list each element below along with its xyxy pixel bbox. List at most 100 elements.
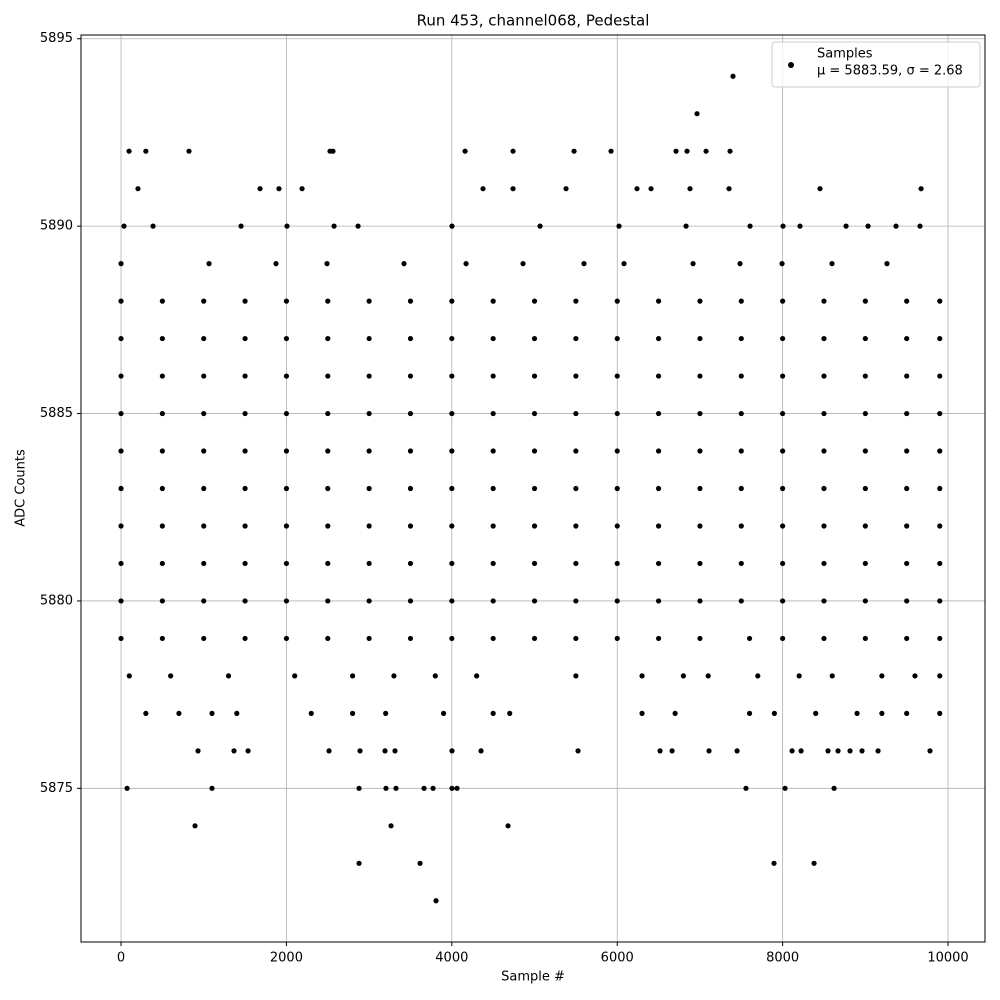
- point: [697, 560, 703, 567]
- point: [276, 186, 282, 192]
- point: [159, 410, 165, 417]
- point: [355, 223, 361, 229]
- point: [366, 598, 372, 604]
- point: [118, 448, 124, 454]
- point: [904, 410, 910, 417]
- point: [616, 223, 622, 229]
- point: [407, 560, 414, 567]
- point: [242, 373, 248, 379]
- point: [382, 748, 388, 754]
- point: [242, 523, 248, 529]
- point: [490, 485, 496, 492]
- point: [201, 485, 207, 492]
- point: [242, 410, 248, 417]
- point: [118, 635, 124, 642]
- point: [531, 523, 538, 529]
- point: [407, 448, 414, 454]
- point: [432, 673, 438, 679]
- point: [738, 448, 744, 454]
- point: [325, 485, 331, 492]
- point: [859, 748, 865, 754]
- point: [245, 748, 251, 754]
- point: [201, 635, 207, 642]
- point: [118, 335, 124, 342]
- point: [904, 560, 910, 567]
- point: [573, 335, 579, 342]
- point: [904, 335, 910, 342]
- point: [242, 335, 248, 342]
- point: [697, 635, 703, 642]
- point: [531, 485, 538, 492]
- point: [937, 335, 943, 342]
- point: [683, 223, 689, 229]
- point: [449, 410, 455, 417]
- point: [904, 710, 910, 716]
- point: [780, 598, 786, 604]
- point: [206, 261, 212, 267]
- point: [904, 485, 910, 492]
- point: [330, 148, 336, 154]
- point: [581, 261, 587, 267]
- point: [231, 748, 237, 754]
- point: [366, 448, 372, 454]
- point: [135, 186, 141, 192]
- point: [862, 485, 868, 492]
- point: [449, 785, 455, 791]
- point: [366, 335, 372, 342]
- point: [862, 560, 868, 567]
- point: [407, 485, 414, 492]
- point: [531, 335, 538, 342]
- point: [737, 261, 743, 267]
- point: [780, 523, 786, 529]
- point: [730, 73, 736, 79]
- point: [738, 598, 744, 604]
- point: [449, 523, 455, 529]
- point: [614, 635, 620, 642]
- point: [242, 635, 248, 642]
- point: [825, 748, 831, 754]
- point: [463, 261, 469, 267]
- y-axis-label: ADC Counts: [14, 449, 29, 527]
- point: [614, 560, 620, 567]
- point: [366, 485, 372, 492]
- y-tick-label: 5875: [40, 781, 73, 796]
- point: [875, 748, 881, 754]
- point: [697, 373, 703, 379]
- point: [242, 298, 248, 304]
- point: [780, 485, 786, 492]
- point: [771, 860, 777, 866]
- point: [242, 560, 248, 567]
- point: [738, 410, 744, 417]
- point: [747, 223, 753, 229]
- point: [673, 148, 679, 154]
- point: [655, 448, 662, 454]
- point: [531, 635, 538, 642]
- x-tick-label: 4000: [435, 951, 468, 966]
- point: [821, 410, 827, 417]
- point: [407, 373, 414, 379]
- point: [614, 298, 620, 304]
- point: [655, 560, 662, 567]
- point: [918, 186, 924, 192]
- point: [684, 148, 690, 154]
- point: [325, 373, 331, 379]
- point: [325, 410, 331, 417]
- point: [283, 485, 290, 492]
- point: [573, 673, 579, 679]
- point: [176, 710, 182, 716]
- point: [573, 560, 579, 567]
- point: [573, 598, 579, 604]
- point: [440, 710, 447, 716]
- point: [904, 298, 910, 304]
- point: [209, 710, 215, 716]
- point: [143, 710, 149, 716]
- point: [531, 373, 538, 379]
- point: [655, 410, 662, 417]
- point: [862, 598, 868, 604]
- point: [813, 710, 819, 716]
- point: [383, 710, 389, 716]
- point: [697, 298, 703, 304]
- point: [912, 673, 918, 679]
- point: [118, 485, 124, 492]
- point: [879, 673, 885, 679]
